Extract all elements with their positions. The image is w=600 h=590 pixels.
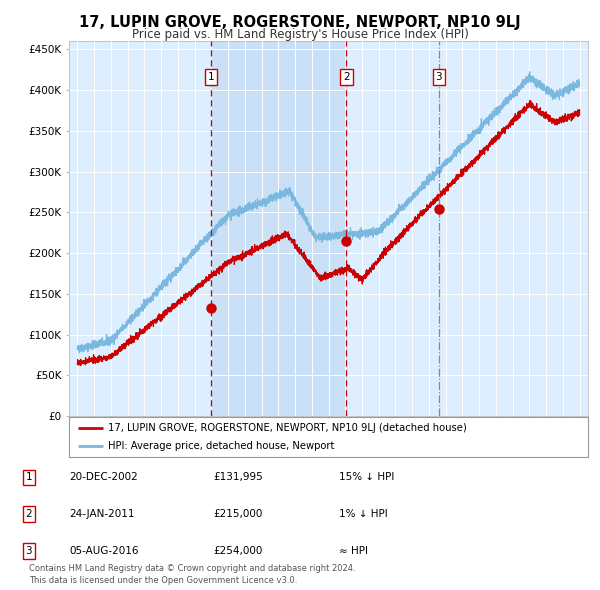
- Text: Price paid vs. HM Land Registry's House Price Index (HPI): Price paid vs. HM Land Registry's House …: [131, 28, 469, 41]
- Text: 2: 2: [25, 509, 32, 519]
- Text: 1: 1: [208, 72, 214, 82]
- Text: HPI: Average price, detached house, Newport: HPI: Average price, detached house, Newp…: [108, 441, 334, 451]
- Text: £215,000: £215,000: [213, 509, 262, 519]
- Bar: [211, 41, 346, 416]
- Text: 2: 2: [343, 72, 350, 82]
- Text: 17, LUPIN GROVE, ROGERSTONE, NEWPORT, NP10 9LJ: 17, LUPIN GROVE, ROGERSTONE, NEWPORT, NP…: [79, 15, 521, 30]
- Text: £131,995: £131,995: [213, 473, 263, 483]
- Text: 3: 3: [436, 72, 442, 82]
- Text: 1: 1: [25, 473, 32, 483]
- Text: Contains HM Land Registry data © Crown copyright and database right 2024.
This d: Contains HM Land Registry data © Crown c…: [29, 565, 355, 585]
- Text: 20-DEC-2002: 20-DEC-2002: [69, 473, 138, 483]
- Text: 24-JAN-2011: 24-JAN-2011: [69, 509, 134, 519]
- Text: £254,000: £254,000: [213, 546, 262, 556]
- Text: ≈ HPI: ≈ HPI: [339, 546, 368, 556]
- Text: 05-AUG-2016: 05-AUG-2016: [69, 546, 139, 556]
- Text: 3: 3: [25, 546, 32, 556]
- Text: 15% ↓ HPI: 15% ↓ HPI: [339, 473, 394, 483]
- Text: 1% ↓ HPI: 1% ↓ HPI: [339, 509, 388, 519]
- Text: 17, LUPIN GROVE, ROGERSTONE, NEWPORT, NP10 9LJ (detached house): 17, LUPIN GROVE, ROGERSTONE, NEWPORT, NP…: [108, 423, 467, 433]
